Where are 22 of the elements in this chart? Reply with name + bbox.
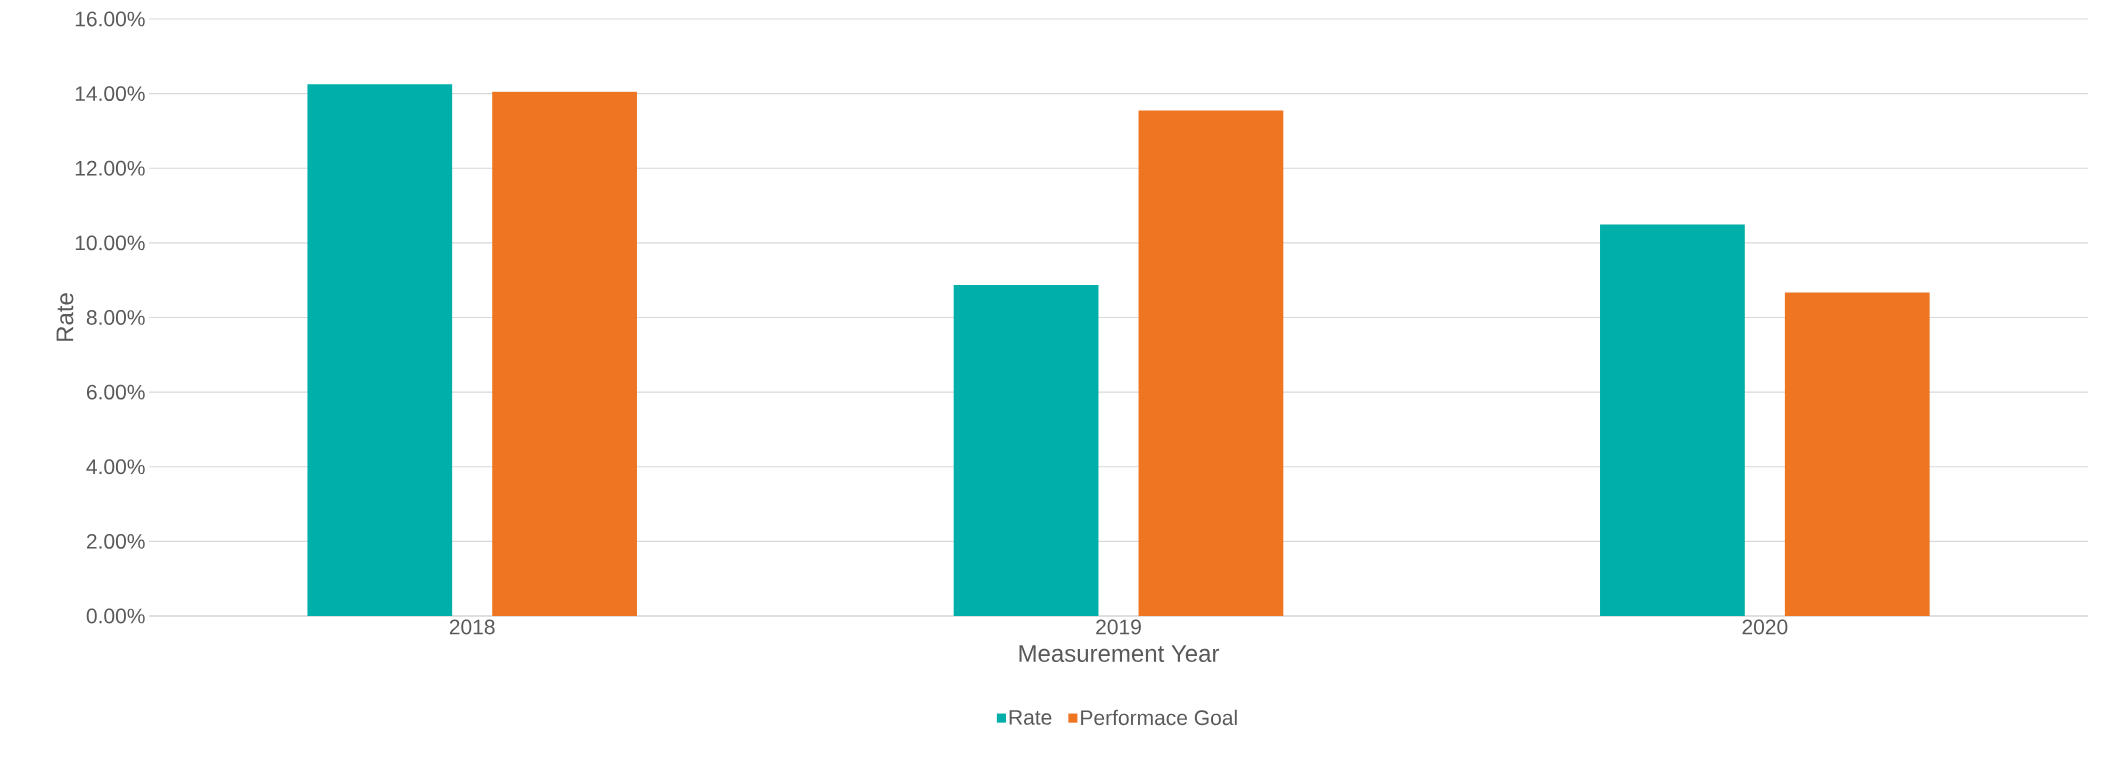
bar [953,285,1099,616]
y-tick-label: 8.00% [86,310,145,325]
bar [1784,292,1930,616]
y-tick-label: 12.00% [75,160,145,176]
y-tick-label: 16.00% [75,11,145,27]
x-tick-label: 2019 [1096,619,1141,635]
bar [492,91,637,616]
y-tick-label: 10.00% [75,235,145,251]
legend-label: Performace Goal [1081,709,1237,726]
y-tick-label: 2.00% [86,533,145,549]
x-axis-title: Measurement Year [1019,645,1220,663]
bar [1600,224,1745,616]
y-tick-label: 4.00% [86,459,145,475]
y-axis-title: Rate [56,293,74,341]
y-tick-label: 0.00% [86,608,145,624]
x-tick-label: 2020 [1742,619,1788,635]
x-tick-label: 2018 [449,619,495,635]
y-tick-label: 6.00% [86,384,145,400]
bar [307,84,453,616]
bar [1138,110,1284,616]
legend-label: Rate [1009,710,1052,725]
y-tick-label: 14.00% [75,86,145,102]
